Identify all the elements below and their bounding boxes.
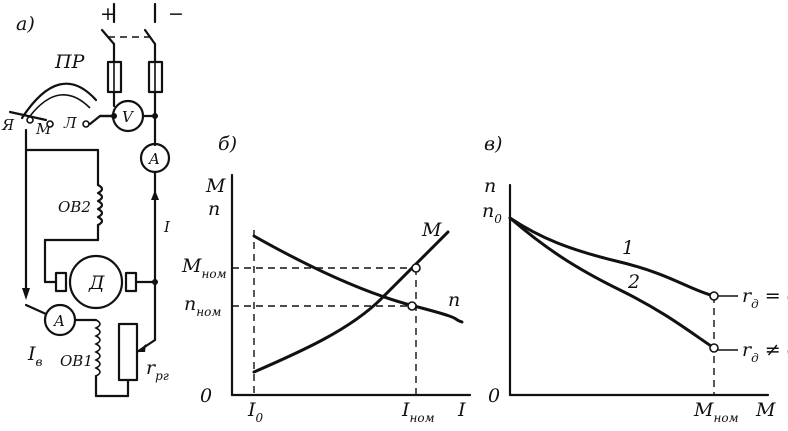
point-rdn [709, 343, 719, 353]
starter-label: ПР [54, 51, 86, 73]
origin-label: 0 [488, 385, 500, 407]
motor-brush-right [124, 271, 138, 293]
panel-b-label: б) [218, 133, 237, 155]
point-m-nom [411, 263, 421, 273]
starter-ya-label: Я [1, 116, 15, 134]
starter-lever [8, 110, 48, 122]
plus-terminal-label: + [100, 3, 116, 25]
origin-label: 0 [200, 385, 212, 407]
rdn-label: rд ≠ 0 [742, 339, 788, 365]
characteristic-chart-b: б) M n 0 Mном nном I0 Iном I M n [181, 133, 472, 425]
motor-brush-left [54, 271, 68, 293]
m-nom-label: Mном [693, 399, 739, 425]
ammeter-left-label: A [52, 312, 65, 330]
curve-m-label: M [421, 219, 442, 241]
motor-label: Д [88, 272, 105, 294]
curve-m [252, 230, 450, 374]
current-label: I [163, 218, 171, 236]
characteristic-chart-v: в) n n0 0 Mном M 1 2 rд = 0 rд ≠ 0 [482, 133, 788, 425]
panel-a-label: а) [16, 13, 35, 35]
current-arrow [151, 190, 159, 200]
curve-1 [508, 216, 716, 298]
point-n-nom [407, 301, 417, 311]
y-axis-label: n [484, 175, 496, 197]
m-nom-label: Mном [181, 255, 227, 281]
panel-v-label: в) [484, 133, 502, 155]
point-rd0 [709, 291, 719, 301]
curve-2-label: 2 [627, 271, 640, 293]
circuit-diagram: а) + − V ПР Я М Л [1, 2, 184, 398]
ammeter-top-label: A [147, 150, 160, 168]
ob2-label: ОВ2 [58, 198, 91, 216]
rd0-label: rд = 0 [742, 285, 788, 311]
shunt-winding-ob1 [94, 319, 101, 377]
n-nom-label: nном [184, 293, 221, 319]
curve-n [252, 234, 464, 324]
x-axis-label: I [457, 399, 466, 421]
series-winding-ob2 [96, 183, 104, 227]
starter-l-label: Л [63, 114, 77, 132]
starter-arc-inner [29, 93, 91, 117]
x-axis-label: M [755, 399, 776, 421]
motor [68, 254, 124, 310]
y-axis-label-m: M [205, 175, 226, 197]
curve-n-label: n [448, 289, 460, 311]
i-nom-label: Iном [401, 399, 435, 425]
curve-2 [508, 216, 716, 350]
field-rheostat [117, 322, 139, 382]
starter-arc [20, 82, 98, 120]
voltmeter-label: V [122, 108, 135, 126]
i0-label: I0 [247, 399, 264, 425]
curve-1-label: 1 [622, 237, 634, 259]
junction [152, 279, 158, 285]
n0-label: n0 [482, 200, 502, 226]
ob1-label: ОВ1 [60, 352, 93, 370]
rheostat-label: rрг [146, 357, 169, 383]
field-current-label: Iв [27, 343, 43, 369]
y-axis-label-n: n [208, 198, 220, 220]
wire [24, 303, 48, 316]
minus-terminal-label: − [168, 3, 184, 25]
